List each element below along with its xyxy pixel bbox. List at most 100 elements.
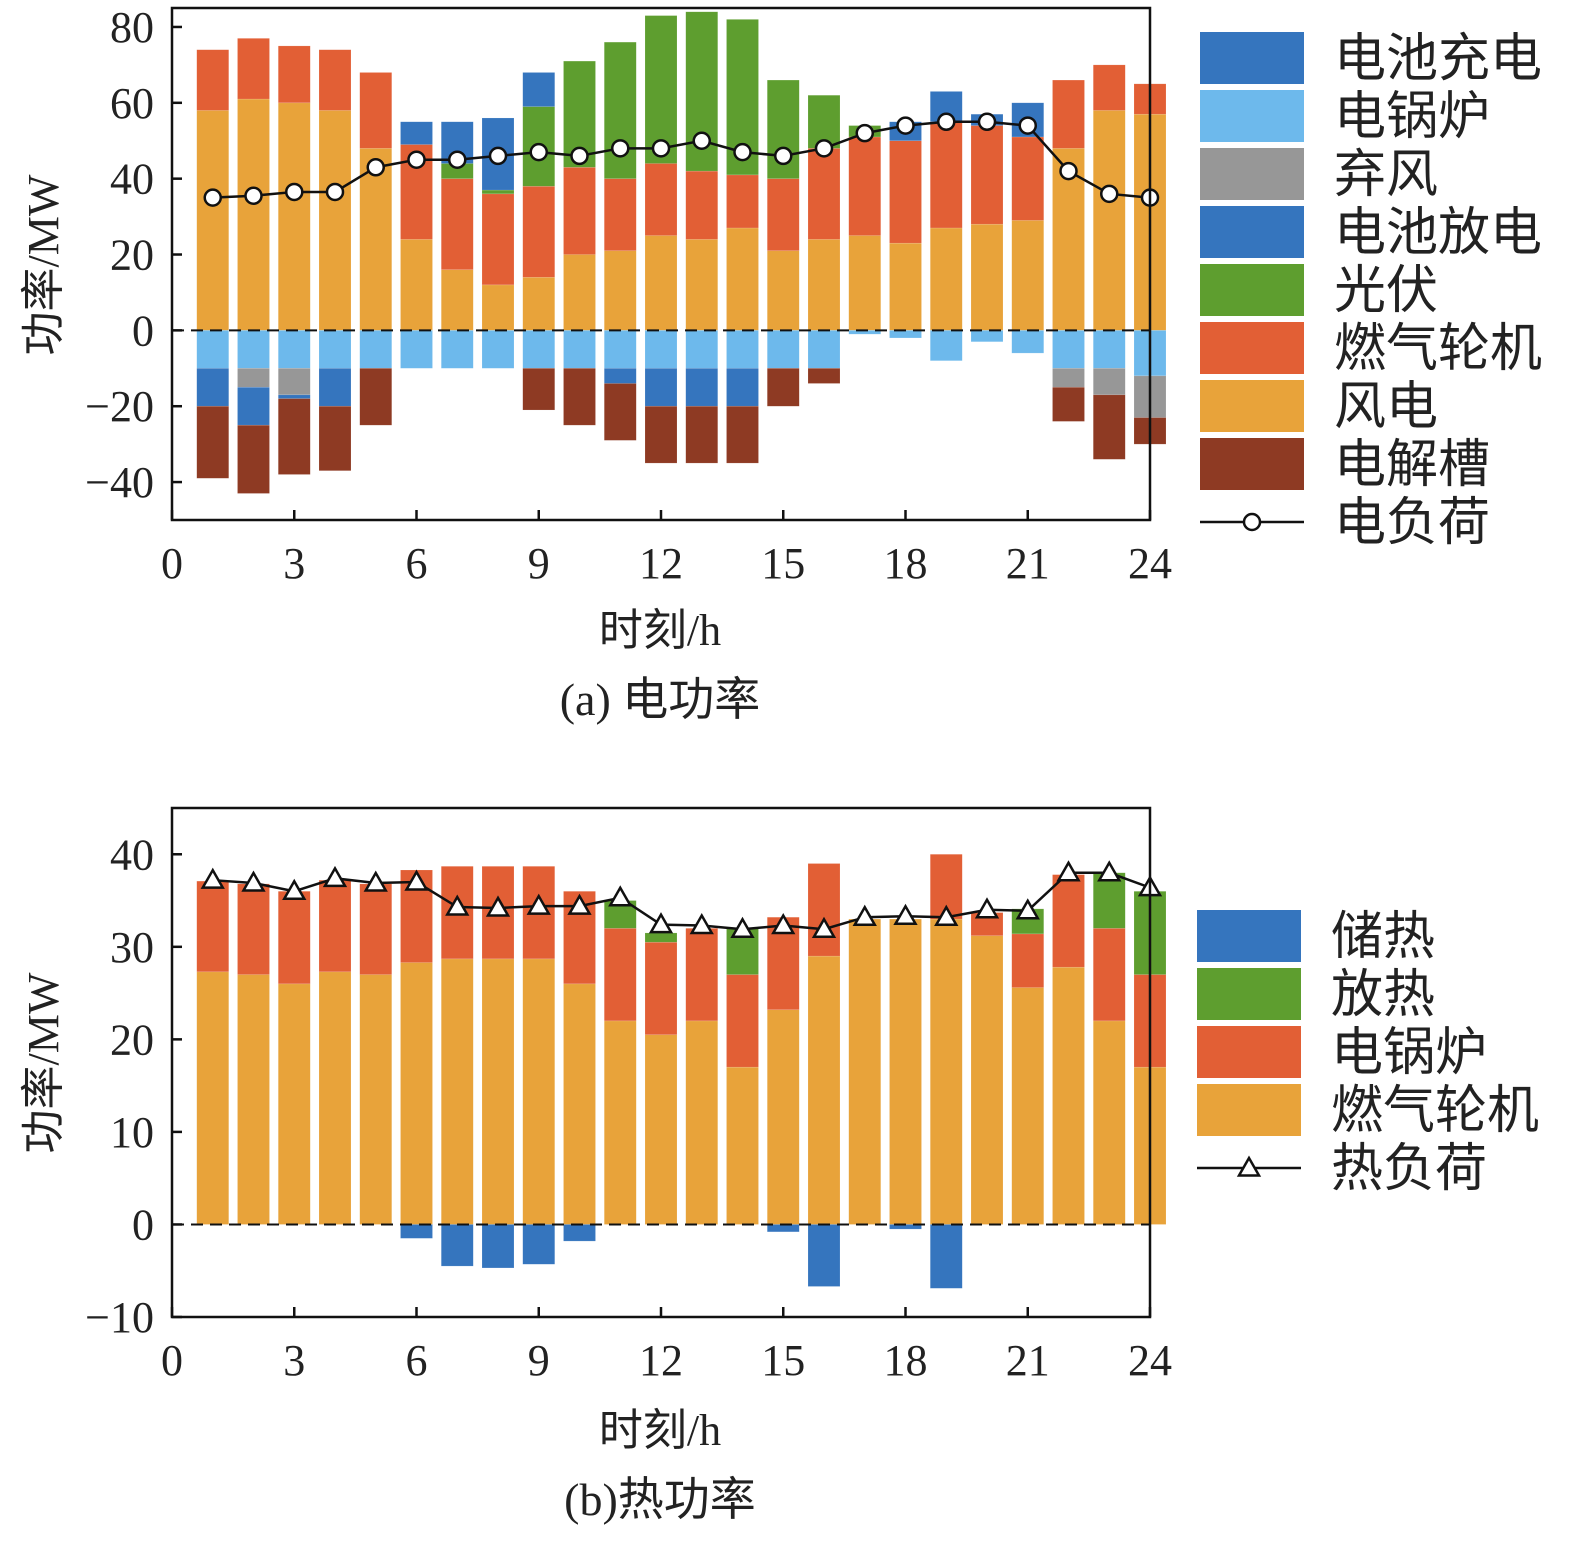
bar-segment — [644, 1034, 678, 1225]
bar-segment — [1052, 874, 1085, 968]
legend-swatch — [1200, 148, 1304, 200]
bar-segment — [237, 330, 270, 369]
bar-segment — [604, 330, 637, 369]
bar-segment — [1011, 136, 1044, 221]
load-point — [325, 182, 345, 202]
y-tick-label: 0 — [132, 1200, 154, 1249]
bar-segment — [644, 405, 678, 464]
x-tick-label: 0 — [161, 1336, 183, 1385]
x-tick-label: 12 — [639, 1336, 683, 1385]
bar-segment — [807, 955, 841, 1225]
x-tick-label: 18 — [884, 1336, 928, 1385]
bar-segment — [889, 140, 922, 244]
bar-segment — [441, 178, 474, 270]
bar-segment — [685, 1020, 718, 1225]
bar-segment — [522, 277, 555, 331]
bar-segment — [767, 330, 800, 369]
bar-segment — [726, 974, 759, 1068]
bar-segment — [767, 1009, 800, 1225]
x-tick-label: 3 — [283, 539, 305, 588]
legend-swatch — [1197, 1084, 1301, 1136]
chart-panel-a: 0 3 6 9 12 15 18 21 24 −40 −20 0 20 40 60 80 时刻/h 功率/MW… — [19, 3, 1542, 725]
load-point — [485, 895, 511, 917]
bar-segment — [1052, 79, 1085, 149]
bar-segment — [970, 330, 1004, 342]
bar-segment — [237, 974, 270, 1225]
load-point — [852, 904, 877, 926]
x-tick-label: 9 — [528, 1336, 550, 1385]
x-tick-label: 21 — [1006, 539, 1050, 588]
bar-segment — [726, 1066, 759, 1225]
bar-segment — [563, 167, 596, 255]
panel-a-y-axis-title: 功率/MW — [19, 174, 68, 355]
bar-segment — [1093, 872, 1126, 929]
bar-segment — [685, 368, 718, 407]
bar-segment — [1052, 368, 1085, 388]
load-point — [244, 186, 263, 205]
legend-label: 电锅炉 — [1331, 1025, 1487, 1082]
x-tick-label: 12 — [639, 539, 683, 588]
bar-segment — [807, 148, 841, 240]
legend-label: 弃风 — [1334, 147, 1438, 204]
bar-segment — [318, 110, 352, 331]
load-point — [692, 131, 711, 150]
bar-segment — [563, 1224, 596, 1242]
y-tick-label: 30 — [110, 923, 154, 972]
load-point — [407, 150, 426, 169]
x-tick-label: 6 — [406, 1336, 428, 1385]
bar-segment — [400, 962, 433, 1225]
y-tick-label: 20 — [110, 1015, 154, 1064]
load-point — [611, 139, 630, 158]
bar-segment — [278, 102, 311, 331]
y-tick-label: −20 — [85, 382, 154, 431]
legend-swatch — [1200, 380, 1304, 432]
legend-swatch — [1200, 322, 1304, 374]
bar-segment — [237, 883, 270, 975]
load-point — [811, 916, 837, 938]
bar-segment — [644, 235, 678, 331]
bar-segment — [481, 958, 515, 1225]
bar-segment — [522, 368, 555, 411]
bar-segment — [481, 284, 515, 331]
bar-segment — [644, 368, 678, 407]
load-point — [529, 142, 548, 162]
legend-swatch — [1197, 1026, 1301, 1078]
y-tick-label: 10 — [110, 1108, 154, 1157]
legend-swatch — [1200, 438, 1304, 490]
bar-segment — [400, 330, 433, 369]
load-point — [937, 112, 956, 132]
y-tick-label: 0 — [132, 306, 154, 355]
legend-swatch — [1200, 90, 1304, 142]
load-point — [200, 867, 225, 889]
bar-segment — [196, 49, 229, 111]
load-point — [977, 112, 997, 132]
bar-segment — [441, 330, 474, 369]
bar-segment — [278, 45, 311, 104]
panel-b-load-line — [200, 860, 1163, 938]
legend-swatch — [1197, 968, 1301, 1020]
load-point — [1056, 860, 1081, 882]
x-tick-label: 3 — [283, 1336, 305, 1385]
load-point — [974, 897, 1000, 919]
load-point — [1097, 860, 1122, 882]
bar-segment — [604, 250, 637, 331]
panel-b-y-axis-title: 功率/MW — [19, 972, 68, 1153]
bar-segment — [644, 941, 678, 1035]
load-point — [934, 904, 959, 926]
y-tick-label: 20 — [110, 231, 154, 280]
bar-segment — [767, 250, 800, 331]
bar-segment — [685, 330, 718, 369]
load-point — [285, 182, 304, 202]
panel-a-axes: 0 3 6 9 12 15 18 21 24 −40 −20 0 20 40 60 80 — [85, 3, 1172, 588]
legend-marker — [1242, 512, 1262, 532]
bar-segment — [604, 178, 637, 251]
y-tick-label: 40 — [110, 155, 154, 204]
bar-segment — [685, 170, 718, 240]
bar-segment — [1011, 330, 1044, 354]
bar-segment — [970, 935, 1004, 1225]
load-point — [570, 146, 589, 166]
bar-segment — [1093, 110, 1126, 331]
